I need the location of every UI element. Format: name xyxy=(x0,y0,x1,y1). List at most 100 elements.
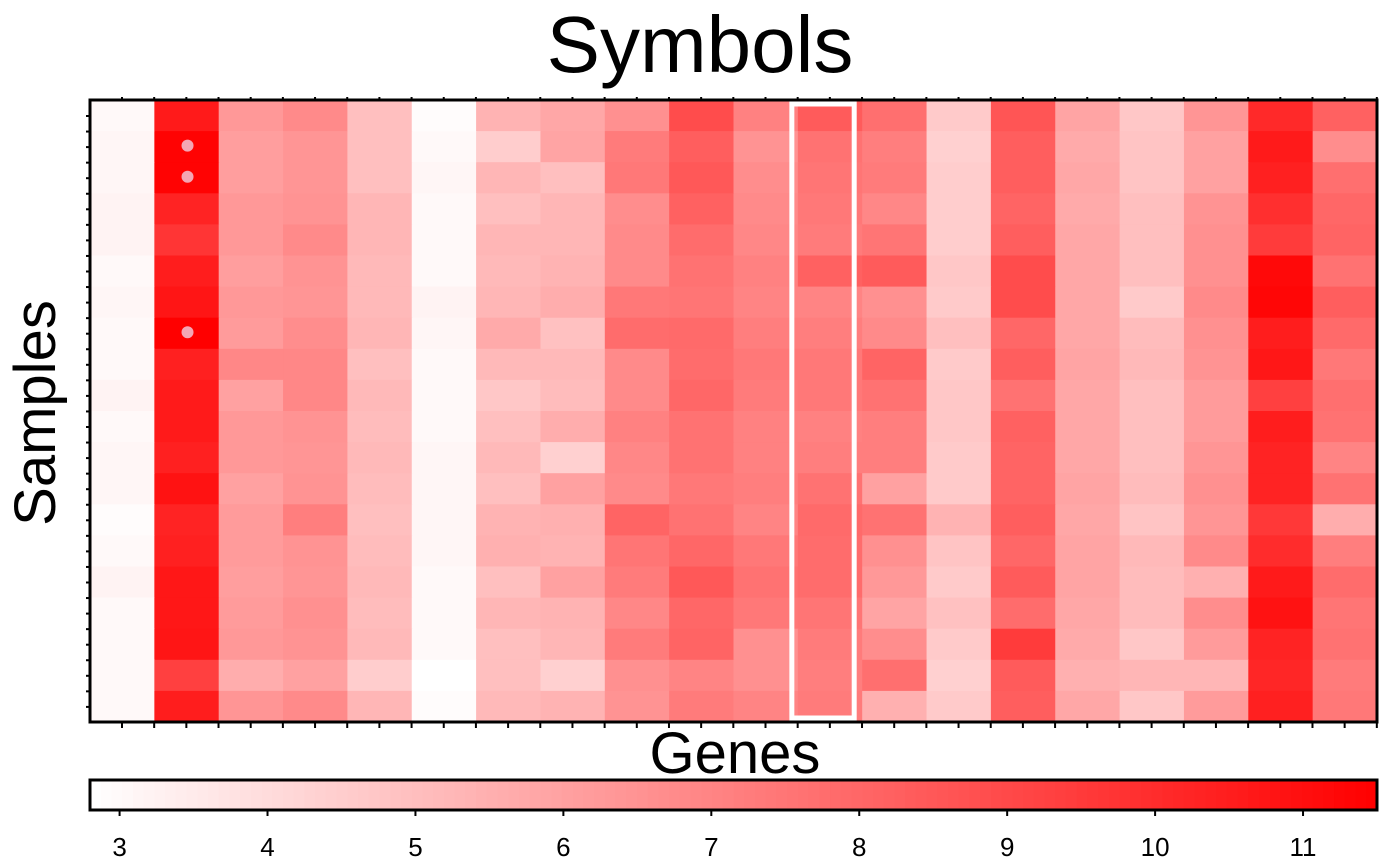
heatmap-cell xyxy=(669,224,735,257)
heatmap-cell xyxy=(1183,317,1249,350)
heatmap-cell xyxy=(1055,566,1121,599)
color-scale-step xyxy=(1173,780,1185,810)
heatmap-cell xyxy=(476,597,542,630)
heatmap-cell xyxy=(1183,255,1249,288)
heatmap-cell xyxy=(411,442,477,474)
heatmap-cell xyxy=(283,690,348,723)
heatmap-cell xyxy=(540,224,606,257)
heatmap-cell xyxy=(990,286,1056,319)
heatmap-cell xyxy=(1055,224,1121,257)
color-scale-step xyxy=(454,780,466,810)
heatmap-cell xyxy=(411,193,477,225)
heatmap-cell xyxy=(1119,348,1185,381)
heatmap-cell xyxy=(1248,411,1314,443)
heatmap-cell xyxy=(540,100,606,132)
color-scale-tick-label: 6 xyxy=(556,832,570,862)
heatmap-cell xyxy=(218,442,284,474)
color-scale-step xyxy=(1055,780,1067,810)
heatmap-cell xyxy=(283,628,348,661)
heatmap-cell xyxy=(540,286,606,319)
heatmap-cell xyxy=(1183,690,1249,723)
color-scale-step xyxy=(304,780,316,810)
heatmap-cell xyxy=(604,286,670,319)
heatmap-cell xyxy=(1312,597,1378,630)
heatmap-cell xyxy=(347,193,413,225)
heatmap-cell xyxy=(1119,628,1185,661)
heatmap-cell xyxy=(669,348,735,381)
heatmap-cell xyxy=(411,597,477,630)
heatmap-cell xyxy=(1248,504,1314,536)
heatmap-cell xyxy=(1183,535,1249,568)
heatmap-cell xyxy=(283,535,348,568)
heatmap-cell xyxy=(669,317,735,350)
heatmap-cell xyxy=(862,193,928,225)
heatmap-grid xyxy=(90,100,1378,723)
color-scale-step xyxy=(722,780,735,810)
heatmap-cell xyxy=(218,504,284,536)
heatmap-cell xyxy=(476,411,542,443)
heatmap-cell xyxy=(926,535,992,568)
heatmap-cell xyxy=(1312,442,1378,474)
heatmap-cell xyxy=(283,348,348,381)
heatmap-cell xyxy=(218,379,284,412)
heatmap-cell xyxy=(1312,193,1378,225)
heatmap-cell xyxy=(411,504,477,536)
color-scale-step xyxy=(250,780,263,810)
y-axis-label: Samples xyxy=(3,300,68,526)
heatmap-cell xyxy=(669,535,735,568)
heatmap-cell xyxy=(218,193,284,225)
heatmap-cell xyxy=(733,690,799,723)
heatmap-cell xyxy=(283,131,348,163)
heatmap-cell xyxy=(347,659,413,692)
heatmap-cell xyxy=(669,131,735,163)
color-scale-step xyxy=(1141,780,1153,810)
heatmap-cell xyxy=(283,411,348,443)
heatmap-cell xyxy=(733,659,799,692)
heatmap-cell xyxy=(476,100,542,132)
heatmap-cell xyxy=(669,504,735,536)
marker-dot xyxy=(181,139,194,152)
color-scale-step xyxy=(1044,780,1056,810)
heatmap-cell xyxy=(990,473,1056,505)
color-scale-step xyxy=(1248,780,1260,810)
heatmap-cell xyxy=(862,628,928,661)
heatmap-cell xyxy=(733,348,799,381)
heatmap-cell xyxy=(154,193,220,225)
heatmap-cell xyxy=(604,411,670,443)
color-scale-step xyxy=(1366,780,1378,810)
color-scale-tick-label: 7 xyxy=(704,832,718,862)
heatmap-cell xyxy=(90,193,155,225)
heatmap-cell xyxy=(990,659,1056,692)
color-scale-step xyxy=(765,780,777,810)
color-scale-step xyxy=(990,780,1003,810)
color-scale-step xyxy=(551,780,563,810)
heatmap-cell xyxy=(90,100,155,132)
heatmap-cell xyxy=(1312,100,1378,132)
heatmap-cell xyxy=(411,473,477,505)
heatmap-cell xyxy=(347,566,413,599)
heatmap-cell xyxy=(347,100,413,132)
color-scale-step xyxy=(519,780,531,810)
heatmap-cell xyxy=(476,193,542,225)
color-scale-step xyxy=(1355,780,1367,810)
color-scale-step xyxy=(1344,780,1357,810)
heatmap-cell xyxy=(540,131,606,163)
heatmap-cell xyxy=(990,566,1056,599)
heatmap-cell xyxy=(926,162,992,194)
heatmap-cell xyxy=(90,224,155,257)
heatmap-cell xyxy=(1312,379,1378,412)
heatmap-cell xyxy=(1183,566,1249,599)
heatmap-cell xyxy=(669,442,735,474)
heatmap-cell xyxy=(218,411,284,443)
heatmap-cell xyxy=(862,442,928,474)
chart-title: Symbols xyxy=(547,0,854,89)
heatmap-cell xyxy=(926,442,992,474)
color-scale-step xyxy=(1301,780,1314,810)
heatmap-cell xyxy=(218,597,284,630)
heatmap-cell xyxy=(733,224,799,257)
heatmap-cell xyxy=(411,628,477,661)
color-scale-step xyxy=(497,780,509,810)
heatmap-cell xyxy=(90,442,155,474)
heatmap-cell xyxy=(90,162,155,194)
color-scale-step xyxy=(272,780,284,810)
